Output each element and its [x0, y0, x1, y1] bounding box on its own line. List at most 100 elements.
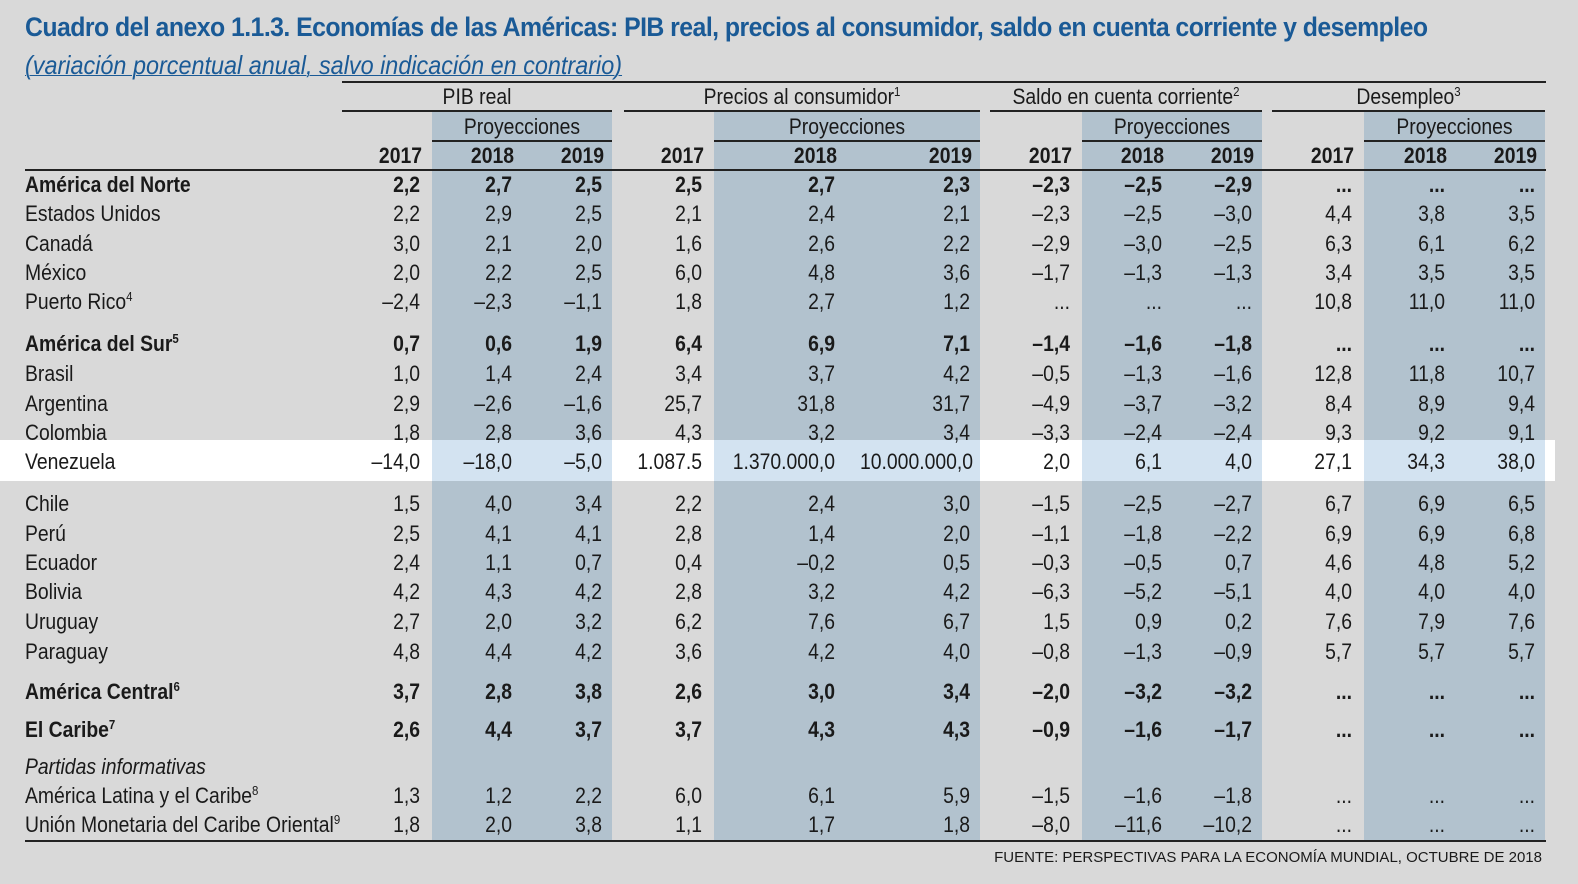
table-cell: 2,5 — [393, 521, 420, 546]
table-cell: –3,2 — [1124, 679, 1162, 704]
table-cell: 2,4 — [393, 550, 420, 575]
table-cell: 5,7 — [1508, 639, 1535, 664]
table-cell: 6,1 — [1418, 231, 1445, 256]
row-label: Partidas informativas — [25, 754, 206, 779]
table-cell: 1.087.5 — [637, 449, 702, 474]
table-cell: 0,4 — [675, 550, 702, 575]
table-cell: –2,2 — [1214, 521, 1252, 546]
table-cell: 8,4 — [1325, 391, 1352, 416]
table-cell: –1,3 — [1214, 260, 1252, 285]
table-cell: 6,3 — [1325, 231, 1352, 256]
row-label: Colombia — [25, 420, 107, 445]
table-cell: 3,6 — [943, 260, 970, 285]
table-cell: 5,7 — [1418, 639, 1445, 664]
group-rule — [624, 110, 980, 112]
table-cell: ... — [1518, 172, 1535, 197]
table-cell: ... — [1428, 812, 1445, 837]
table-cell: –5,1 — [1214, 579, 1252, 604]
table-cell: 38,0 — [1497, 449, 1535, 474]
table-cell: 1,2 — [485, 783, 512, 808]
table-cell: 1,5 — [393, 491, 420, 516]
table-cell: 1,8 — [943, 812, 970, 837]
year-header: 2017 — [1310, 143, 1354, 168]
table-cell: ... — [1518, 331, 1535, 356]
row-label: Uruguay — [25, 609, 99, 634]
table-cell: 1,1 — [675, 812, 702, 837]
table-cell: 1,6 — [675, 231, 702, 256]
table-cell: 4,3 — [943, 717, 970, 742]
group-header: Desempleo3 — [1356, 84, 1461, 109]
table-cell: 1,1 — [485, 550, 512, 575]
row-label: América del Sur5 — [25, 331, 179, 356]
footnote-marker: 8 — [252, 783, 259, 798]
table-cell: 2,9 — [393, 391, 420, 416]
group-rule — [990, 110, 1262, 112]
table-cell: 4,4 — [1325, 201, 1352, 226]
row-label: Venezuela — [25, 449, 116, 474]
projections-header: Proyecciones — [1113, 114, 1231, 139]
table-cell: ... — [1335, 172, 1352, 197]
table-cell: 2,9 — [485, 201, 512, 226]
table-cell: 2,2 — [393, 172, 420, 197]
top-rule — [342, 81, 1546, 83]
table-cell: 2,7 — [808, 289, 835, 314]
table-cell: –2,3 — [1032, 201, 1070, 226]
row-label: América Central6 — [25, 679, 180, 704]
table-cell: 6,0 — [675, 260, 702, 285]
table-cell: –2,0 — [1032, 679, 1070, 704]
table-cell: 11,0 — [1498, 289, 1535, 314]
table-cell: 4,1 — [485, 521, 512, 546]
table-cell: ... — [1518, 679, 1535, 704]
table-cell: 4,0 — [943, 639, 970, 664]
table-cell: 4,2 — [393, 579, 420, 604]
table-cell: 1,4 — [485, 361, 512, 386]
table-cell: –4,9 — [1032, 391, 1070, 416]
table-cell: 6,9 — [1418, 491, 1445, 516]
table-cell: 4,2 — [943, 361, 970, 386]
highlighted-row-shade — [1082, 440, 1262, 481]
year-header: 2018 — [1403, 143, 1447, 168]
table-cell: 4,0 — [1325, 579, 1352, 604]
projections-header: Proyecciones — [1396, 114, 1513, 139]
table-cell: 7,1 — [943, 331, 970, 356]
year-header: 2019 — [1493, 143, 1537, 168]
table-cell: 3,2 — [808, 579, 835, 604]
table-cell: –0,5 — [1032, 361, 1070, 386]
table-cell: 0,2 — [1225, 609, 1252, 634]
table-cell: 4,2 — [575, 579, 602, 604]
table-cell: –2,5 — [1124, 172, 1162, 197]
table-cell: 31,8 — [797, 391, 835, 416]
table-cell: 34,3 — [1407, 449, 1445, 474]
year-header: 2019 — [928, 143, 972, 168]
table-cell: –1,6 — [1214, 361, 1252, 386]
table-cell: 4,0 — [1418, 579, 1445, 604]
table-cell: –2,9 — [1032, 231, 1070, 256]
table-cell: 3,6 — [575, 420, 602, 445]
table-cell: 2,7 — [485, 172, 512, 197]
highlighted-row-shade — [1364, 440, 1545, 481]
table-cell: 3,8 — [1418, 201, 1445, 226]
table-cell: –1,5 — [1032, 783, 1070, 808]
table-cell: 0,7 — [393, 331, 420, 356]
footnote-marker: 9 — [333, 812, 341, 827]
table-cell: 3,7 — [393, 679, 420, 704]
table-cell: –1,1 — [1032, 521, 1070, 546]
table-cell: 2,4 — [808, 491, 835, 516]
table-cell: 3,6 — [675, 639, 702, 664]
table-cell: 4,2 — [575, 639, 602, 664]
table-cell: 2,6 — [393, 717, 420, 742]
table-cell: 4,1 — [575, 521, 602, 546]
table-cell: 6,9 — [808, 331, 835, 356]
table-cell: ... — [1428, 679, 1445, 704]
footnote-marker: 2 — [1233, 84, 1240, 99]
table-cell: –1,6 — [1124, 331, 1162, 356]
table-cell: 9,3 — [1325, 420, 1352, 445]
row-label: Brasil — [25, 361, 74, 386]
table-cell: 3,4 — [675, 361, 702, 386]
table-cell: 1,8 — [393, 812, 420, 837]
table-cell: –3,2 — [1214, 391, 1252, 416]
table-cell: –5,2 — [1124, 579, 1162, 604]
table-cell: 7,6 — [1325, 609, 1352, 634]
table-cell: –1,6 — [564, 391, 602, 416]
